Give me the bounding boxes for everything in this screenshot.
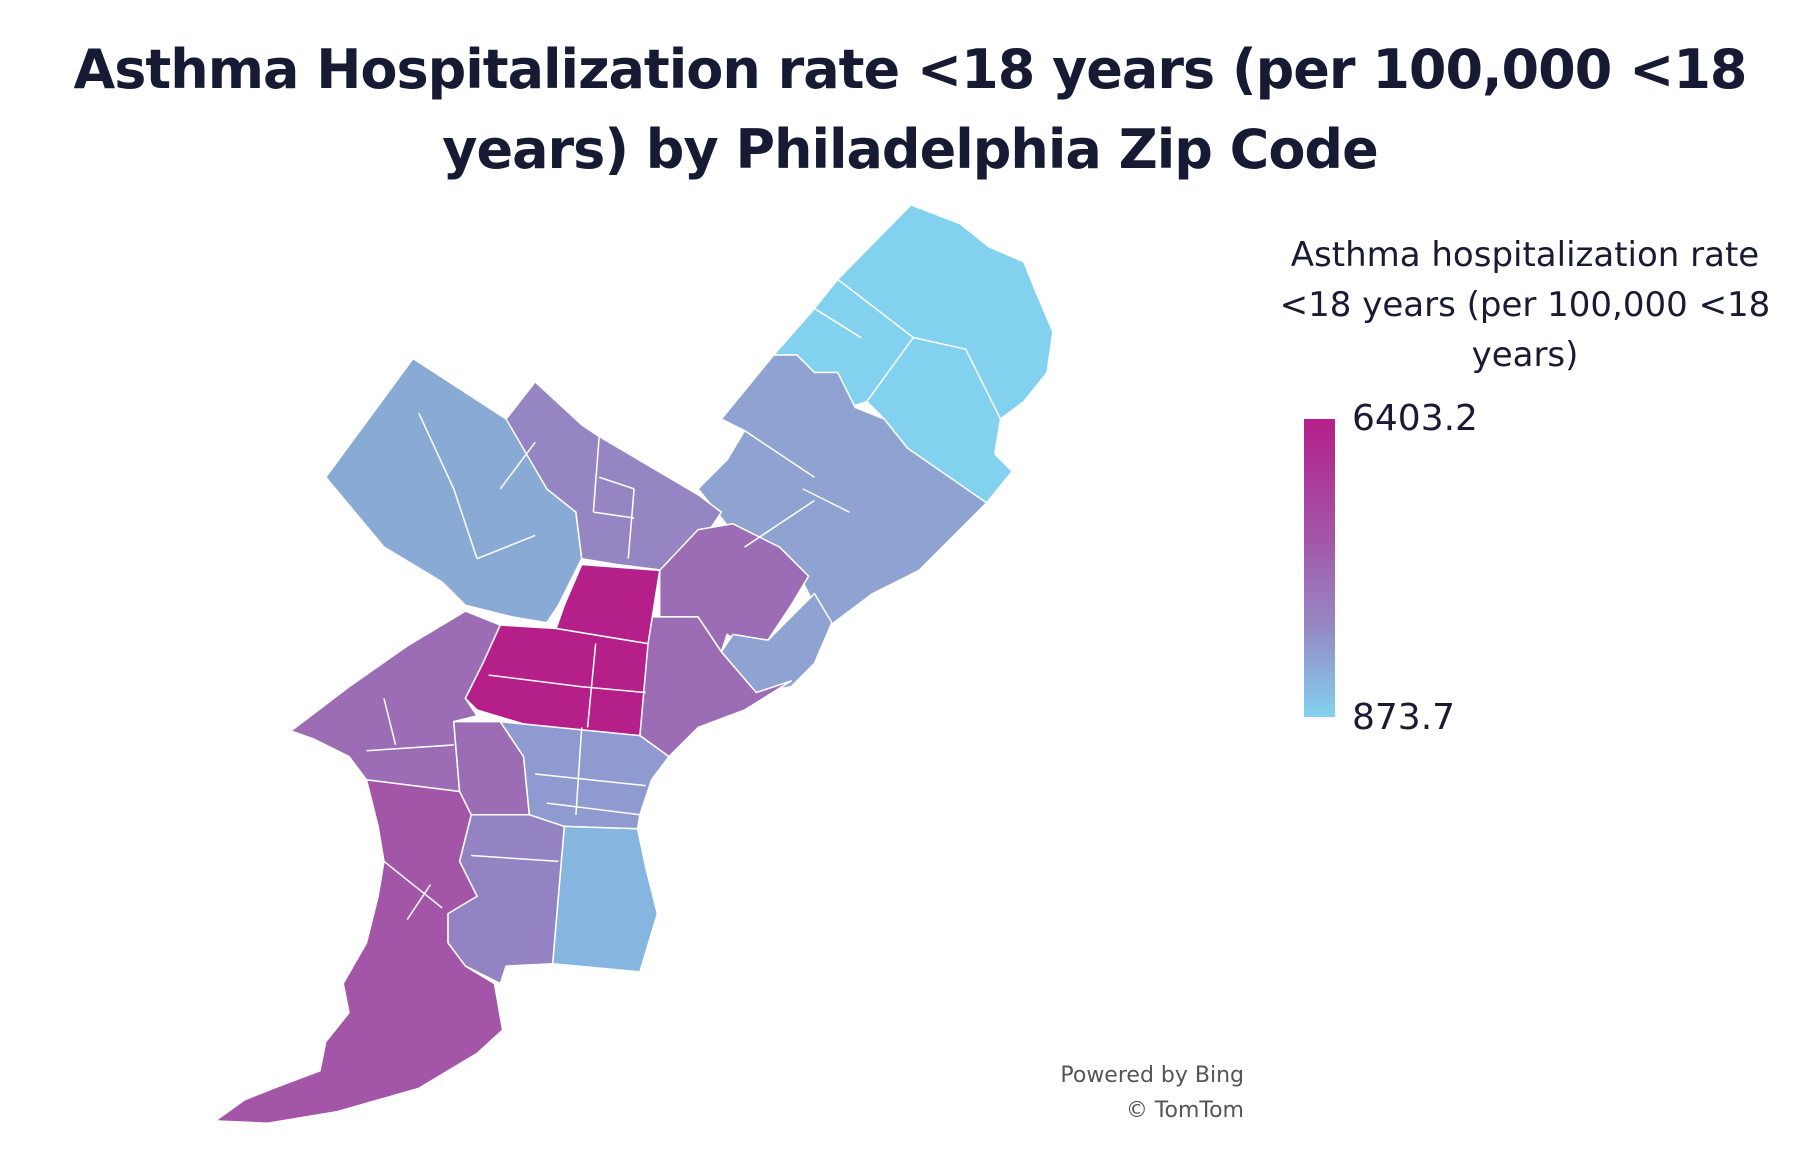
region-center-city[interactable] — [499, 720, 670, 830]
region-north-central[interactable] — [464, 624, 649, 737]
map-attribution: Powered by Bing © TomTom — [1020, 1058, 1244, 1128]
legend-gradient-bar — [1304, 419, 1335, 717]
legend-title: Asthma hospitalization rate <18 years (p… — [1279, 235, 1771, 375]
zip-boundaries — [366, 278, 1002, 920]
attribution-tomtom: © TomTom — [1125, 1098, 1244, 1123]
region-south-east[interactable] — [551, 825, 659, 973]
legend-max-label: 6403.2 — [1352, 398, 1478, 439]
legend-min-label: 873.7 — [1352, 697, 1456, 738]
attribution-bing: Powered by Bing — [1060, 1063, 1244, 1088]
page-title: Asthma Hospitalization rate <18 years (p… — [73, 38, 1748, 181]
region-southwest[interactable] — [214, 779, 504, 1124]
